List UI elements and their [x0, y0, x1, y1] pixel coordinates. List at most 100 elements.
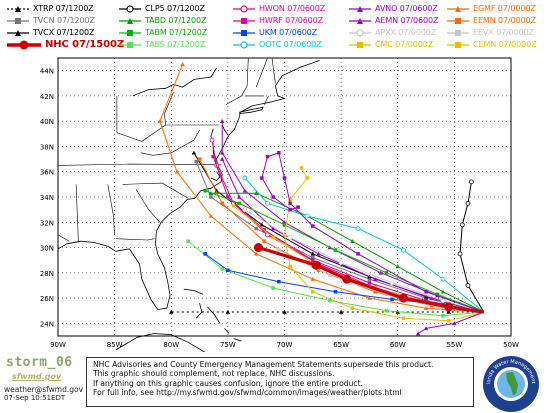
track-point: [465, 200, 471, 206]
track-point: [288, 201, 292, 206]
lon-tick-label: 75W: [220, 341, 236, 349]
lon-tick-label: 70W: [277, 341, 293, 349]
track-line: [459, 181, 485, 313]
track-point: [452, 321, 457, 326]
track-point: [424, 290, 428, 294]
legend-label: TVCX 07/1200Z: [33, 28, 95, 37]
legend-item: CEMN 07/0000Z: [446, 39, 537, 50]
map-frame: [57, 57, 512, 337]
track-point: [311, 255, 315, 260]
track-point: [384, 308, 389, 313]
legend-swatch-icon: [119, 4, 141, 13]
coastline-layer: [57, 57, 320, 352]
track-point: [367, 277, 372, 281]
track-point: [209, 137, 215, 143]
track-line: [212, 156, 484, 313]
track-point: [350, 239, 355, 243]
track-point: [441, 314, 445, 318]
track-point: [242, 175, 248, 181]
legend-item: OOTC 07/0600Z: [232, 39, 322, 50]
legend-label: OOTC 07/0600Z: [259, 40, 322, 49]
lat-tick-label: 40N: [40, 118, 54, 126]
track-point: [316, 268, 321, 273]
legend-swatch-icon: [119, 41, 141, 48]
lon-tick-label: 60W: [390, 341, 406, 349]
track-point: [316, 251, 321, 256]
legend-item: NHC 07/1500Z: [6, 39, 124, 50]
track-line: [244, 177, 485, 313]
track-point: [468, 179, 474, 185]
lon-tick-label: 50W: [503, 341, 519, 349]
track-point: [311, 260, 321, 270]
track-point: [435, 305, 440, 309]
track-point: [253, 191, 259, 195]
track-point: [231, 204, 236, 208]
track-point: [277, 248, 281, 252]
track-13: [186, 239, 484, 318]
track-line: [261, 152, 484, 313]
track-point: [440, 298, 446, 303]
track-point: [186, 239, 190, 243]
model-tracks: [157, 62, 485, 336]
legend-swatch-icon: [349, 17, 371, 24]
track-point: [424, 298, 428, 303]
track-line: [195, 161, 484, 313]
lat-tick-label: 38N: [40, 143, 54, 151]
track-point: [296, 205, 300, 209]
track-point: [333, 248, 338, 252]
track-point: [311, 290, 315, 294]
track-point: [288, 197, 292, 202]
legend-label: HWRF 07/0600Z: [259, 16, 324, 25]
track-point: [465, 283, 471, 288]
track-point: [282, 233, 287, 237]
track-point: [225, 309, 231, 314]
track-point: [226, 195, 230, 199]
track-point: [254, 226, 258, 231]
track-point: [459, 222, 465, 228]
lat-tick-label: 36N: [40, 169, 54, 177]
disclaimer-link[interactable]: For full info, see http://my.sfwmd.gov/s…: [93, 388, 402, 398]
track-2: [457, 179, 485, 313]
track-point: [398, 293, 408, 303]
legend-label: AEMN 07/0600Z: [375, 16, 439, 25]
track-point: [429, 295, 434, 300]
track-11: [208, 191, 485, 313]
track-point: [446, 309, 451, 314]
track-point: [372, 276, 378, 281]
track-point: [253, 243, 263, 253]
track-point: [174, 169, 180, 174]
track-point: [209, 195, 213, 199]
track-point: [287, 235, 293, 240]
track-point: [265, 154, 270, 159]
track-point: [288, 264, 292, 269]
track-point: [191, 150, 197, 155]
legend-item: EEMN 07/0000Z: [446, 15, 536, 26]
track-point: [384, 271, 389, 275]
track-point: [265, 200, 270, 206]
legend-swatch-icon: [233, 17, 255, 24]
lon-tick-label: 80W: [163, 341, 179, 349]
track-point: [180, 62, 185, 67]
legend-item: TABS 07/1200Z: [118, 39, 205, 50]
track-point: [203, 188, 207, 193]
legend-label: XTRP 07/1200Z: [33, 4, 94, 13]
legend-item: CMC 07/0000Z: [348, 39, 433, 50]
lon-tick-label: 90W: [50, 341, 66, 349]
track-point: [220, 156, 225, 161]
track-point: [310, 251, 316, 256]
legend-label: EEVX 07/0000Z: [473, 28, 535, 37]
track-line: [159, 64, 484, 313]
track-point: [220, 118, 225, 123]
disclaimer-box: NHC Advisories and County Emergency Mana…: [86, 357, 474, 407]
legend-label: TABM 07/1200Z: [145, 28, 208, 37]
legend-swatch-icon: [349, 41, 371, 48]
track-point: [237, 201, 241, 206]
legend-label: UKM 07/0600Z: [259, 28, 318, 37]
legend-item: CLP5 07/1200Z: [118, 3, 205, 14]
track-point: [333, 290, 338, 294]
legend-item: EGMF 07/0000Z: [446, 3, 536, 14]
legend-swatch-icon: [7, 5, 29, 12]
legend-item: XTRP 07/1200Z: [6, 3, 94, 14]
track-point: [270, 226, 276, 231]
legend-item: EEVX 07/0000Z: [446, 27, 534, 38]
